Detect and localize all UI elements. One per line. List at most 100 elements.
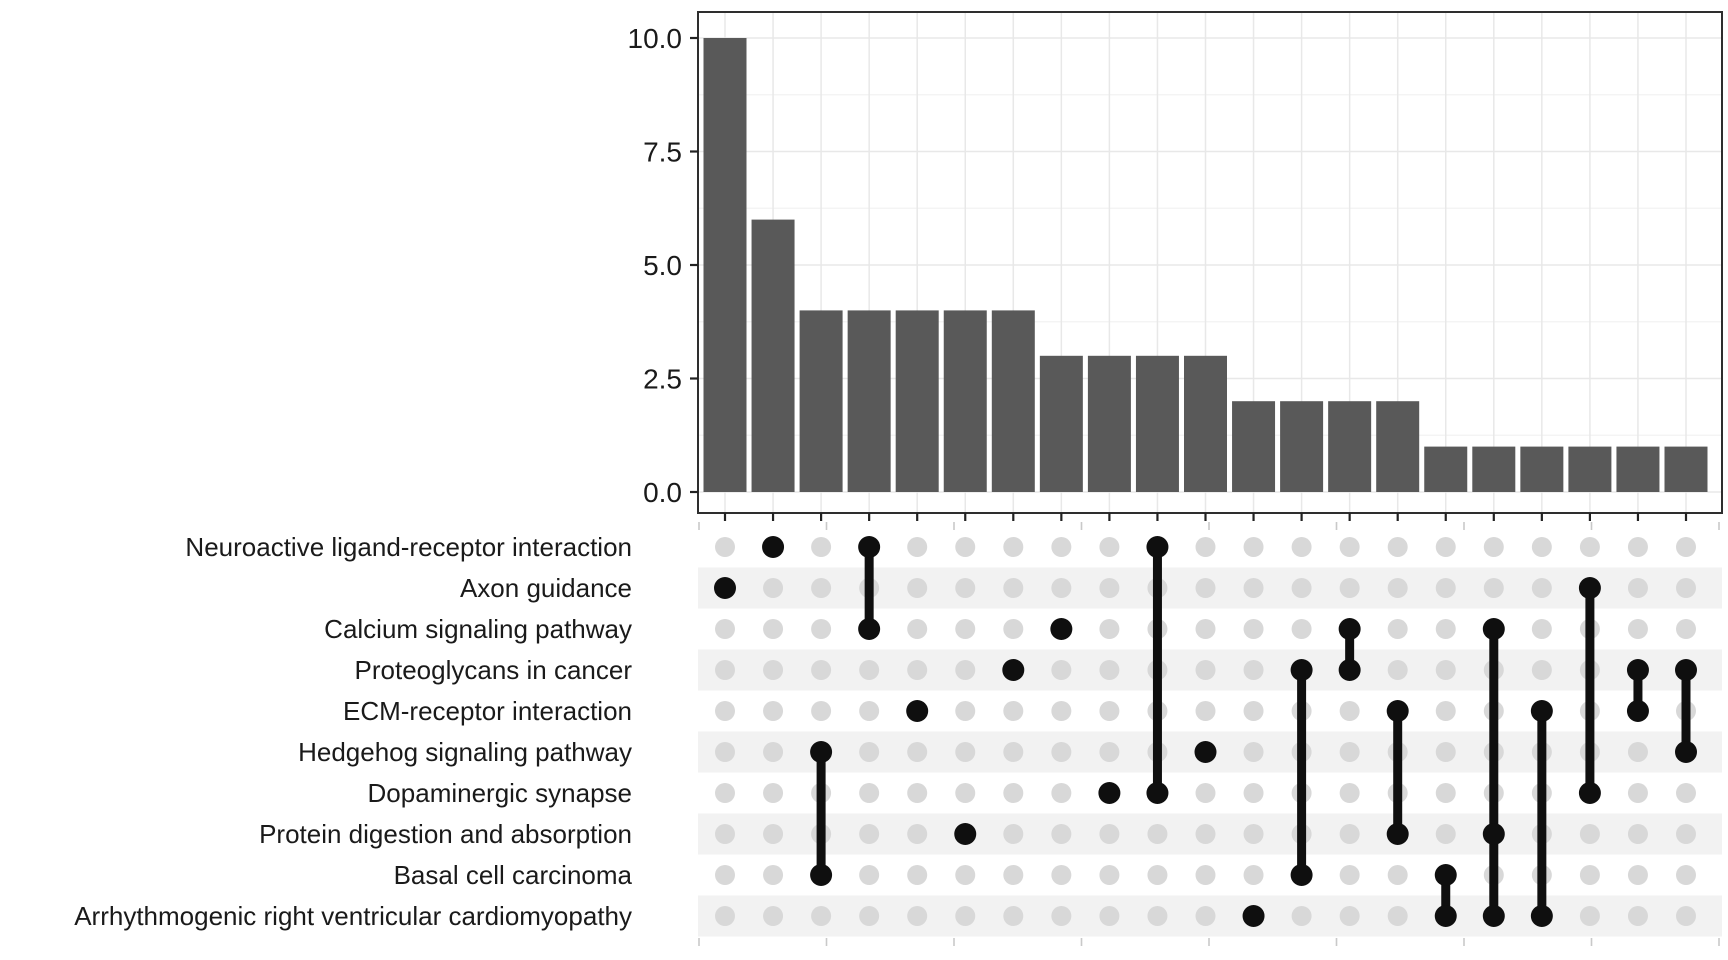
- matrix-dot-active: [1338, 659, 1361, 681]
- intersection-size-bar: [1039, 355, 1083, 492]
- matrix-dot-inactive: [907, 537, 928, 557]
- matrix-dot-inactive: [1195, 906, 1216, 926]
- matrix-intersections: [714, 536, 1697, 927]
- matrix-dot-inactive: [1243, 701, 1264, 721]
- matrix-dot-inactive: [1099, 742, 1120, 762]
- intersection-size-bar: [1087, 355, 1131, 492]
- matrix-dot-inactive: [811, 660, 832, 680]
- matrix-dot-inactive: [1243, 578, 1264, 598]
- matrix-dot-inactive: [1099, 865, 1120, 885]
- matrix-dot-inactive: [1435, 537, 1456, 557]
- category-labels: Neuroactive ligand-receptor interaction A…: [74, 532, 632, 931]
- matrix-dot-inactive: [811, 537, 832, 557]
- matrix-dot-inactive: [1627, 537, 1648, 557]
- matrix-dot-inactive: [859, 824, 880, 844]
- matrix-dot-inactive: [1435, 660, 1456, 680]
- matrix-dot-inactive: [1387, 906, 1408, 926]
- matrix-dot-active: [1002, 659, 1025, 681]
- matrix-dot-inactive: [1291, 906, 1312, 926]
- matrix-dot-active: [1242, 905, 1265, 927]
- matrix-dot-inactive: [955, 906, 976, 926]
- matrix-dot-inactive: [1531, 578, 1552, 598]
- y-axis-tick-label: 2.5: [643, 364, 682, 395]
- matrix-dot-active: [1290, 864, 1313, 886]
- matrix-dot-inactive: [859, 906, 880, 926]
- matrix-dot-inactive: [955, 783, 976, 803]
- matrix-dot-inactive: [1051, 660, 1072, 680]
- matrix-dot-active: [906, 700, 929, 722]
- category-label: Basal cell carcinoma: [394, 860, 633, 890]
- matrix-dot-active: [762, 536, 785, 558]
- matrix-dot-inactive: [1003, 742, 1024, 762]
- matrix-dot-inactive: [1003, 619, 1024, 639]
- matrix-dot-active: [1626, 659, 1649, 681]
- matrix-dot-inactive: [1387, 578, 1408, 598]
- matrix-dot-inactive: [1003, 578, 1024, 598]
- matrix-dot-inactive: [763, 906, 784, 926]
- matrix-dot-inactive: [1676, 783, 1696, 803]
- matrix-dot-inactive: [1435, 783, 1456, 803]
- matrix-dot-inactive: [1003, 701, 1024, 721]
- matrix-dot-active: [1146, 536, 1169, 558]
- matrix-dot-active: [1434, 864, 1457, 886]
- matrix-dot-inactive: [1339, 783, 1360, 803]
- matrix-dot-inactive: [1291, 578, 1312, 598]
- matrix-dot-inactive: [1243, 660, 1264, 680]
- matrix-dot-inactive: [811, 701, 832, 721]
- matrix-dot-inactive: [715, 701, 735, 721]
- matrix-dot-inactive: [1243, 742, 1264, 762]
- intersection-size-bar: [751, 219, 795, 492]
- matrix-dot-inactive: [1195, 824, 1216, 844]
- matrix-dot-inactive: [1243, 824, 1264, 844]
- matrix-dot-inactive: [715, 537, 735, 557]
- intersection-size-bar: [1280, 401, 1324, 492]
- matrix-dot-inactive: [1627, 578, 1648, 598]
- intersection-size-bar: [1184, 355, 1227, 492]
- matrix-dot-inactive: [955, 701, 976, 721]
- matrix-dot-inactive: [763, 865, 784, 885]
- matrix-dot-inactive: [1676, 578, 1696, 598]
- matrix-dot-inactive: [811, 619, 832, 639]
- matrix-dot-inactive: [1435, 824, 1456, 844]
- matrix-dot-inactive: [1195, 578, 1216, 598]
- matrix-dot-inactive: [763, 824, 784, 844]
- matrix-dot-active: [810, 864, 833, 886]
- matrix-dot-inactive: [1627, 783, 1648, 803]
- matrix-dot-active: [1675, 741, 1697, 763]
- matrix-dot-inactive: [1676, 537, 1696, 557]
- bar-panel-border: [697, 11, 1723, 514]
- matrix-dot-inactive: [1195, 865, 1216, 885]
- matrix-dot-inactive: [907, 906, 928, 926]
- matrix-dot-inactive: [1676, 865, 1696, 885]
- matrix-dot-inactive: [955, 660, 976, 680]
- intersection-size-bar: [1568, 446, 1612, 492]
- matrix-dot-inactive: [1147, 906, 1168, 926]
- matrix-dot-inactive: [1099, 701, 1120, 721]
- intersection-size-bar: [703, 38, 747, 492]
- matrix-dot-inactive: [715, 824, 735, 844]
- matrix-dot-inactive: [1291, 619, 1312, 639]
- matrix-dot-inactive: [1579, 906, 1600, 926]
- y-axis-tick-label: 0.0: [643, 477, 682, 508]
- matrix-dot-inactive: [1243, 619, 1264, 639]
- matrix-dot-inactive: [1579, 537, 1600, 557]
- matrix-dot-active: [1626, 700, 1649, 722]
- matrix-dot-inactive: [811, 578, 832, 598]
- matrix-dot-inactive: [1339, 537, 1360, 557]
- matrix-dot-inactive: [1627, 865, 1648, 885]
- matrix-dot-inactive: [1147, 824, 1168, 844]
- category-label: Arrhythmogenic right ventricular cardiom…: [74, 901, 632, 931]
- matrix-dot-inactive: [1676, 619, 1696, 639]
- matrix-dot-active: [1338, 618, 1361, 640]
- intersection-size-bar: [1664, 446, 1708, 492]
- matrix-axis-ticks: [698, 522, 1720, 946]
- matrix-dot-active: [1434, 905, 1457, 927]
- intersection-size-bar: [895, 310, 939, 492]
- intersection-size-bar: [1232, 401, 1276, 492]
- matrix-dot-inactive: [907, 660, 928, 680]
- matrix-dot-inactive: [955, 742, 976, 762]
- matrix-dot-inactive: [1003, 906, 1024, 926]
- matrix-dot-active: [1482, 618, 1505, 640]
- matrix-dot-inactive: [1099, 824, 1120, 844]
